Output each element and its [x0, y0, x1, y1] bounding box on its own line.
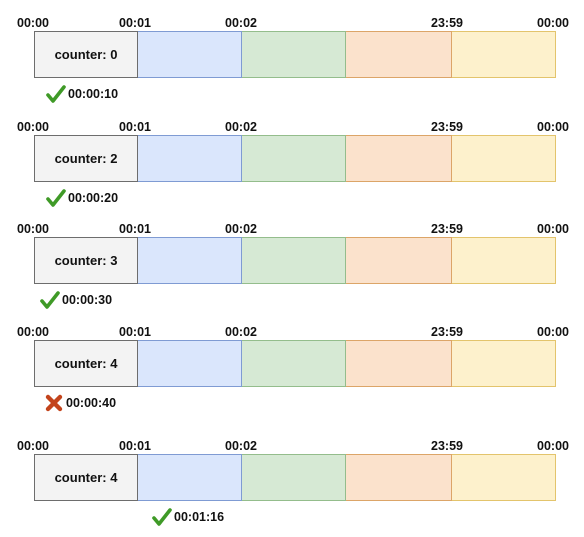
tick-label: 00:02	[225, 325, 257, 339]
segment-orange	[346, 237, 452, 284]
segment-orange	[346, 135, 452, 182]
tick-label: 00:01	[119, 325, 151, 339]
segment-yellow	[452, 237, 556, 284]
tick-label: 00:00	[17, 325, 49, 339]
counter-box: counter: 4	[34, 454, 138, 501]
segment-green	[242, 237, 346, 284]
segment-yellow	[452, 454, 556, 501]
tick-label: 23:59	[431, 120, 463, 134]
counter-box: counter: 2	[34, 135, 138, 182]
segment-blue	[138, 31, 242, 78]
segment-yellow	[452, 340, 556, 387]
counter-box: counter: 4	[34, 340, 138, 387]
check-icon	[46, 85, 66, 103]
status: 00:00:40	[44, 393, 116, 413]
tick-label: 00:01	[119, 222, 151, 236]
timeline-row-1: 00:00 00:01 00:02 23:59 00:00 counter: 0…	[0, 16, 584, 112]
timeline-bar: counter: 0	[34, 31, 556, 78]
status: 00:00:20	[46, 188, 118, 208]
tick-label: 00:02	[225, 16, 257, 30]
segment-blue	[138, 135, 242, 182]
status: 00:00:30	[40, 290, 112, 310]
timeline-bar: counter: 4	[34, 454, 556, 501]
segment-orange	[346, 31, 452, 78]
status-time: 00:01:16	[174, 510, 225, 524]
segment-orange	[346, 454, 452, 501]
counter-box: counter: 0	[34, 31, 138, 78]
segment-green	[242, 340, 346, 387]
segment-green	[242, 135, 346, 182]
segment-blue	[138, 340, 242, 387]
tick-label: 00:00	[17, 439, 49, 453]
segment-blue	[138, 454, 242, 501]
tick-label: 00:00	[17, 16, 49, 30]
tick-label: 00:01	[119, 16, 151, 30]
counter-box: counter: 3	[34, 237, 138, 284]
tick-label: 23:59	[431, 325, 463, 339]
status-time: 00:00:40	[66, 396, 117, 410]
tick-label: 00:01	[119, 120, 151, 134]
tick-label: 00:01	[119, 439, 151, 453]
tick-label: 23:59	[431, 439, 463, 453]
timeline-bar: counter: 2	[34, 135, 556, 182]
segment-orange	[346, 340, 452, 387]
tick-label: 00:00	[17, 222, 49, 236]
tick-label: 00:00	[17, 120, 49, 134]
tick-label: 00:00	[537, 439, 569, 453]
tick-label: 23:59	[431, 16, 463, 30]
timeline-row-2: 00:00 00:01 00:02 23:59 00:00 counter: 2…	[0, 120, 584, 216]
tick-label: 00:02	[225, 222, 257, 236]
segment-green	[242, 31, 346, 78]
segment-green	[242, 454, 346, 501]
tick-label: 23:59	[431, 222, 463, 236]
tick-label: 00:00	[537, 16, 569, 30]
tick-label: 00:02	[225, 120, 257, 134]
tick-label: 00:02	[225, 439, 257, 453]
timeline-row-3: 00:00 00:01 00:02 23:59 00:00 counter: 3…	[0, 222, 584, 318]
segment-yellow	[452, 31, 556, 78]
check-icon	[152, 508, 172, 526]
status-time: 00:00:20	[68, 191, 119, 205]
timeline-bar: counter: 4	[34, 340, 556, 387]
status-time: 00:00:10	[68, 87, 119, 101]
cross-icon	[45, 394, 63, 412]
tick-label: 00:00	[537, 120, 569, 134]
timeline-row-4: 00:00 00:01 00:02 23:59 00:00 counter: 4…	[0, 325, 584, 421]
tick-label: 00:00	[537, 325, 569, 339]
check-icon	[40, 291, 60, 309]
status-time: 00:00:30	[62, 293, 113, 307]
check-icon	[46, 189, 66, 207]
status: 00:00:10	[46, 84, 118, 104]
tick-label: 00:00	[537, 222, 569, 236]
segment-yellow	[452, 135, 556, 182]
segment-blue	[138, 237, 242, 284]
status: 00:01:16	[152, 507, 224, 527]
timeline-row-5: 00:00 00:01 00:02 23:59 00:00 counter: 4…	[0, 439, 584, 535]
timeline-bar: counter: 3	[34, 237, 556, 284]
